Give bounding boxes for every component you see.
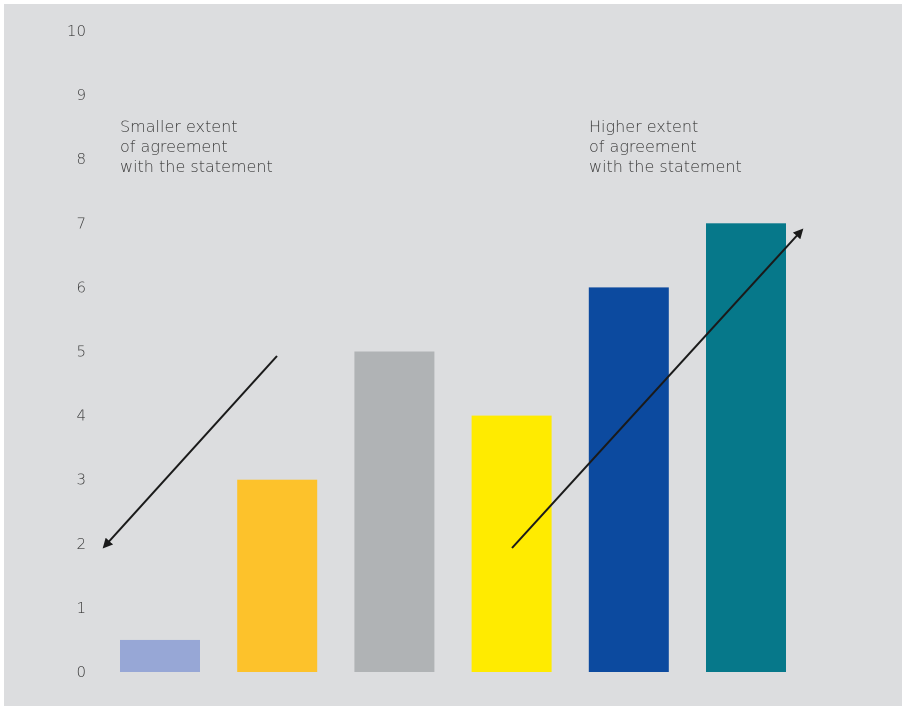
y-tick-label: 3	[76, 471, 86, 489]
bar-chart: 0 1 2 3 4 5 6 7 8 9 10 Smaller extent of agreement…	[67, 22, 804, 681]
bar-5	[588, 287, 669, 672]
arrow-smaller-extent	[102, 355, 278, 549]
y-axis-ticks: 0 1 2 3 4 5 6 7 8 9 10	[67, 22, 86, 681]
annotation-left-line-3: with the statement	[120, 157, 273, 176]
y-tick-label: 7	[76, 214, 86, 232]
y-tick-label: 10	[67, 22, 86, 40]
annotation-left: Smaller extent of agreement with the sta…	[102, 117, 278, 549]
y-tick-label: 9	[76, 86, 86, 104]
y-tick-label: 4	[76, 407, 86, 425]
svg-text:Smaller extent of agre: Smaller extent of agreement with the sta…	[120, 117, 273, 176]
bar-2	[237, 479, 318, 672]
annotation-right-line-3: with the statement	[589, 157, 742, 176]
annotation-right-line-1: Higher extent	[589, 117, 698, 136]
bar-6	[706, 223, 786, 673]
bar-3	[354, 351, 435, 672]
chart-panel: 0 1 2 3 4 5 6 7 8 9 10 Smaller extent of agreement…	[4, 4, 902, 706]
y-tick-label: 2	[76, 535, 86, 553]
y-tick-label: 5	[76, 343, 86, 361]
bar-4	[471, 415, 552, 672]
y-tick-label: 8	[76, 150, 86, 168]
arrow-higher-extent	[511, 228, 804, 549]
annotation-right-line-2: of agreement	[589, 137, 697, 156]
annotation-left-line-1: Smaller extent	[120, 117, 238, 136]
y-tick-label: 1	[76, 599, 86, 617]
bar-1	[120, 639, 200, 672]
svg-text:Higher extent of agree: Higher extent of agreement with the stat…	[589, 117, 742, 176]
y-tick-label: 6	[76, 278, 86, 296]
annotation-left-line-2: of agreement	[120, 137, 228, 156]
bars	[120, 223, 786, 673]
y-tick-label: 0	[76, 663, 86, 681]
annotation-right: Higher extent of agreement with the stat…	[511, 117, 804, 549]
